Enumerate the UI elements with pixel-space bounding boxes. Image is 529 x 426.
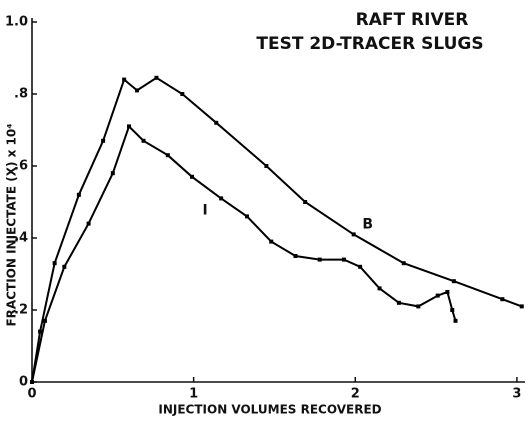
data-point (341, 257, 346, 262)
series-label: I (203, 202, 208, 218)
data-point (38, 329, 43, 334)
data-point (435, 293, 440, 298)
data-point (451, 279, 456, 284)
data-point (500, 297, 505, 302)
y-tick-label: 1.0 (5, 15, 28, 30)
data-point (453, 318, 458, 323)
data-point (303, 200, 308, 204)
data-point (76, 192, 81, 197)
data-point (244, 214, 249, 219)
data-point (351, 232, 356, 237)
data-point (358, 264, 363, 269)
data-point (416, 304, 421, 309)
data-point (293, 254, 298, 258)
chart-title: RAFT RIVER (356, 10, 469, 30)
y-tick-label: .4 (14, 231, 28, 246)
data-point (401, 261, 406, 266)
data-point (62, 264, 67, 269)
y-axis-label: FRACTION INJECTATE (X) x 10⁴ (5, 123, 19, 326)
x-tick-label: 2 (351, 387, 360, 402)
data-point (52, 261, 57, 266)
data-point (264, 164, 269, 168)
x-tick-label: 0 (27, 387, 36, 402)
data-point (180, 92, 185, 96)
data-point (86, 221, 91, 226)
data-point (30, 380, 34, 384)
data-point (396, 300, 401, 305)
data-point (110, 171, 115, 176)
data-point (190, 174, 195, 179)
y-tick-label: .8 (14, 87, 28, 102)
data-point (141, 138, 146, 143)
data-point (519, 304, 524, 309)
data-point (219, 196, 224, 201)
data-point (165, 153, 170, 158)
y-tick-label: .6 (14, 159, 28, 174)
data-point (101, 138, 106, 143)
data-point (445, 290, 450, 294)
y-tick-label: .2 (14, 303, 28, 318)
data-point (450, 308, 455, 312)
data-point (214, 120, 219, 125)
x-tick-label: 1 (189, 387, 198, 402)
data-point (154, 75, 159, 80)
data-point (317, 257, 322, 262)
x-axis-label: INJECTION VOLUMES RECOVERED (158, 403, 381, 417)
data-point (269, 239, 274, 244)
data-point (42, 318, 47, 323)
series-label: B (362, 216, 373, 232)
data-point (135, 88, 140, 93)
y-tick-label: 0 (19, 375, 28, 390)
series-line (31, 76, 523, 383)
data-point (126, 124, 131, 129)
series-line (31, 124, 457, 383)
chart-subtitle: TEST 2D-TRACER SLUGS (256, 34, 483, 54)
x-tick-label: 3 (512, 387, 521, 402)
data-point (377, 286, 382, 291)
data-point (122, 77, 127, 82)
